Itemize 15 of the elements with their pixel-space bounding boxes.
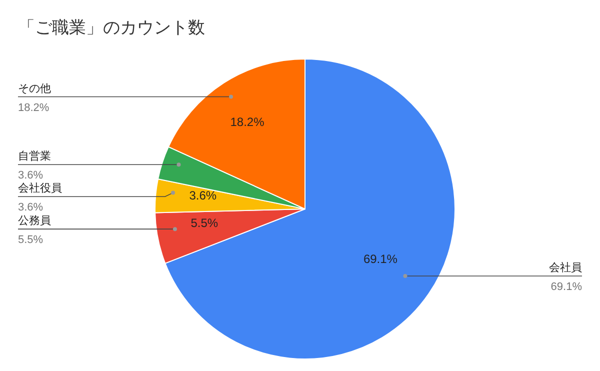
data-label: 18.2% <box>18 102 50 114</box>
slice-label: 自営業 <box>18 150 51 163</box>
text: 5.5% <box>190 216 218 230</box>
text: 3.6% <box>189 188 217 202</box>
slice-label: 会社役員 <box>18 182 62 195</box>
text: 69.1% <box>363 252 398 266</box>
data-label: 3.6% <box>18 170 44 182</box>
slice-label: その他 <box>18 82 51 95</box>
data-label: 5.5% <box>18 234 44 246</box>
slice-label: 会社員 <box>549 260 582 274</box>
chart-title: 「ご職業」のカウント数 <box>18 17 205 39</box>
data-label: 3.6% <box>18 202 44 214</box>
slice-label: 公務員 <box>18 215 51 228</box>
data-label: 69.1% <box>550 280 582 293</box>
text: 18.2% <box>230 115 264 130</box>
